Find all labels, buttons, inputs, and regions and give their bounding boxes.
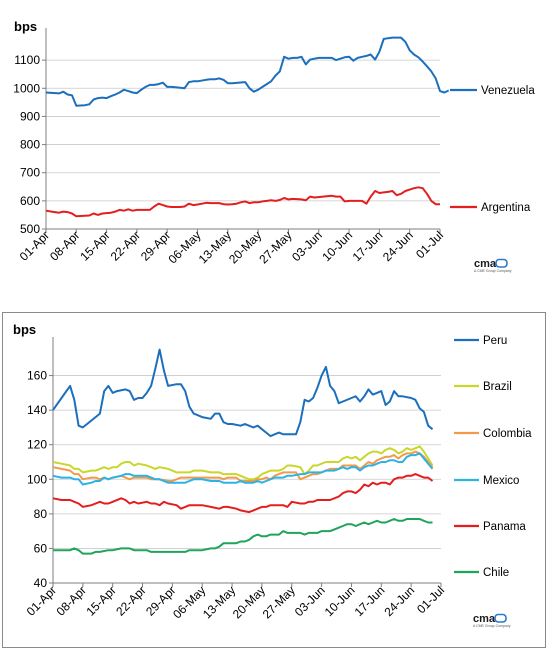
- chart1-series-line-brazil: [52, 445, 434, 481]
- chart0-cma-logo-subtext: A CME Group Company: [474, 269, 512, 273]
- chart0-legend-label-venezuela: Venezuela: [481, 85, 535, 97]
- chart1-legend-label-chile: Chile: [483, 567, 509, 579]
- chart1-y-tick-label-140: 140: [27, 403, 47, 417]
- chart0-legend-label-argentina: Argentina: [481, 202, 531, 214]
- chart0-x-tick-label-15-apr: 15-Apr: [77, 228, 112, 263]
- chart0-series-line-venezuela: [45, 36, 450, 107]
- chart0-x-tick-label-08-apr: 08-Apr: [47, 228, 82, 263]
- latam-spreads-chart: 406080100120140160bps01-Apr08-Apr15-Apr2…: [13, 322, 532, 628]
- chart0-x-tick-label-13-may: 13-May: [196, 228, 234, 266]
- chart0-y-axis-label: bps: [14, 19, 37, 34]
- chart1-x-tick-label-06-may: 06-May: [170, 583, 208, 621]
- chart1-x-tick-label-17-jun: 17-Jun: [352, 583, 388, 619]
- chart0-x-tick-label-01-jul: 01-Jul: [413, 228, 446, 261]
- chart0-x-tick-label-20-may: 20-May: [226, 228, 264, 266]
- chart0-x-tick-label-06-may: 06-May: [165, 228, 203, 266]
- venezuela-argentina-chart: 50060070080090010001100bps01-Apr08-Apr15…: [13, 19, 535, 273]
- chart1-cma-logo-subtext: A CME Group Company: [473, 624, 511, 628]
- chart1-y-tick-label-120: 120: [27, 438, 47, 452]
- chart1-y-tick-label-80: 80: [34, 507, 48, 521]
- chart1-legend-label-colombia: Colombia: [483, 428, 532, 440]
- chart0-series-line-argentina: [45, 186, 440, 218]
- chart1-y-tick-label-60: 60: [34, 541, 48, 555]
- chart1-x-tick-label-08-apr: 08-Apr: [54, 583, 89, 618]
- chart1-legend-label-panama: Panama: [483, 521, 526, 533]
- chart1-y-axis-label: bps: [13, 322, 36, 337]
- chart1-legend-label-mexico: Mexico: [483, 475, 519, 487]
- chart1-y-tick-label-160: 160: [27, 369, 47, 383]
- chart0-y-tick-label-1000: 1000: [13, 81, 40, 95]
- chart1-series-line-colombia: [52, 450, 434, 482]
- chart0-y-tick-label-700: 700: [20, 166, 40, 180]
- chart1-x-tick-label-27-may: 27-May: [260, 583, 298, 621]
- chart0-cma-logo-ring-icon: [495, 258, 508, 268]
- chart1-cma-logo-text: cma: [473, 613, 496, 625]
- chart1-x-tick-label-24-jun: 24-Jun: [381, 583, 417, 619]
- chart0-cma-logo-text: cma: [474, 258, 497, 270]
- chart0-y-tick-label-500: 500: [20, 222, 40, 236]
- venezuela-argentina-chart-panel: 500 600 700 800 900 1000 1100 bps 01-Apr 08-Apr 15…: [2, 2, 546, 292]
- chart1-series-line-peru: [52, 348, 434, 438]
- chart0-x-tick-label-10-jun: 10-Jun: [319, 228, 355, 264]
- chart1-series-line-panama: [52, 473, 434, 514]
- chart1-y-tick-label-40: 40: [34, 576, 48, 590]
- chart0-x-tick-label-22-apr: 22-Apr: [108, 228, 143, 263]
- chart1-x-tick-label-22-apr: 22-Apr: [113, 583, 148, 618]
- chart1-x-tick-label-20-may: 20-May: [230, 583, 268, 621]
- chart1-x-tick-label-13-may: 13-May: [200, 583, 238, 621]
- chart1-x-tick-label-03-jun: 03-Jun: [292, 583, 328, 619]
- chart1-series-line-mexico: [52, 452, 434, 486]
- chart1-series-line-chile: [53, 518, 433, 555]
- chart1-x-tick-label-10-jun: 10-Jun: [322, 583, 358, 619]
- chart0-x-tick-label-03-jun: 03-Jun: [289, 228, 325, 264]
- chart1-legend-label-brazil: Brazil: [483, 381, 512, 393]
- chart0-x-tick-label-17-jun: 17-Jun: [350, 228, 386, 264]
- chart0-x-tick-label-27-may: 27-May: [256, 228, 294, 266]
- chart1-cma-logo-ring-icon: [494, 613, 507, 623]
- chart1-y-tick-label-100: 100: [27, 472, 47, 486]
- chart0-y-tick-label-600: 600: [20, 194, 40, 208]
- chart1-x-tick-label-01-jul: 01-Jul: [414, 583, 447, 616]
- chart0-x-tick-label-24-jun: 24-Jun: [380, 228, 416, 264]
- chart0-y-tick-label-1100: 1100: [14, 53, 40, 67]
- chart0-y-tick-label-800: 800: [20, 138, 40, 152]
- latam-spreads-chart-panel: 40 60 80 100 120 140 160 bps 01-Apr 08-Apr 15-Apr 2…: [2, 312, 546, 648]
- chart1-x-tick-label-15-apr: 15-Apr: [83, 583, 118, 618]
- chart1-legend-label-peru: Peru: [483, 335, 507, 347]
- chart0-y-tick-label-900: 900: [20, 109, 40, 123]
